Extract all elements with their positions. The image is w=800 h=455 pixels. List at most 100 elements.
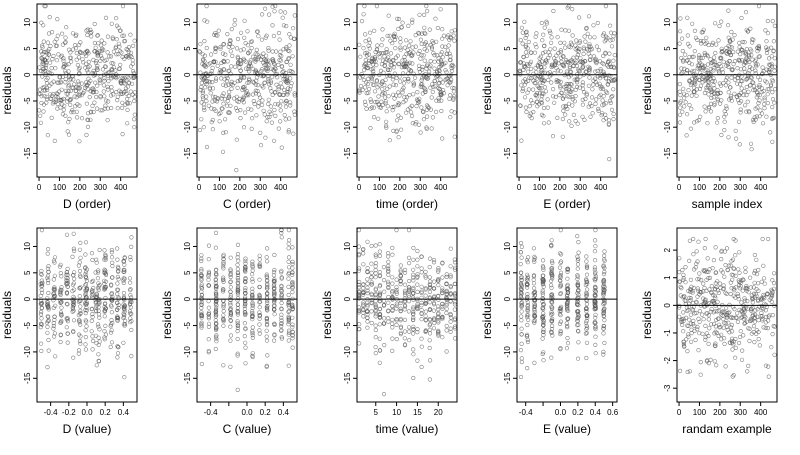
data-point [206, 316, 211, 321]
data-point [447, 51, 452, 56]
data-point [63, 80, 68, 85]
data-point [109, 340, 115, 345]
data-point [448, 34, 453, 40]
data-point [381, 321, 387, 326]
data-point [585, 31, 590, 36]
data-point [221, 41, 226, 47]
data-point [575, 52, 580, 58]
data-point [587, 35, 593, 40]
data-point [390, 325, 395, 330]
data-point [703, 41, 708, 47]
data-point [411, 315, 416, 320]
data-point [365, 277, 370, 282]
data-point [71, 246, 76, 251]
data-point [602, 73, 607, 78]
data-point [575, 356, 581, 361]
data-point [358, 75, 363, 80]
data-point [713, 309, 718, 314]
data-point [424, 66, 429, 71]
data-point [109, 66, 114, 72]
data-point [38, 113, 43, 118]
data-point [558, 330, 563, 335]
data-point [727, 330, 732, 335]
data-point [593, 97, 599, 102]
data-point [249, 126, 254, 131]
data-point [752, 280, 757, 285]
data-point [390, 289, 395, 294]
data-point [688, 277, 694, 283]
data-point [110, 275, 115, 280]
data-point [102, 329, 107, 334]
data-point [199, 293, 204, 298]
data-point [93, 270, 98, 275]
data-point [125, 121, 130, 126]
data-point [396, 16, 402, 22]
data-point [257, 310, 262, 315]
data-point [769, 299, 774, 305]
data-point [691, 236, 696, 242]
data-point [413, 122, 418, 127]
data-point [85, 32, 90, 38]
data-point [235, 296, 241, 301]
data-point [592, 265, 598, 270]
data-point [558, 79, 563, 84]
data-point [417, 69, 423, 74]
data-point [52, 314, 57, 319]
data-point [264, 328, 269, 333]
data-point [76, 55, 82, 60]
data-point [423, 328, 428, 333]
data-point [388, 51, 394, 56]
data-point [96, 287, 101, 292]
data-point [371, 66, 376, 71]
data-point [736, 297, 741, 302]
data-point [415, 98, 421, 103]
data-point [243, 286, 248, 291]
data-point [65, 276, 70, 281]
data-point [63, 69, 68, 74]
data-point [121, 259, 126, 264]
data-point [724, 75, 730, 80]
data-point [550, 94, 556, 99]
data-point [411, 291, 416, 296]
data-point [115, 246, 120, 251]
data-point [102, 78, 107, 83]
data-point [199, 80, 204, 86]
data-point [273, 102, 278, 107]
data-point [722, 341, 727, 347]
data-point [702, 78, 707, 83]
data-point [286, 255, 292, 260]
data-point [258, 143, 264, 148]
data-point [592, 35, 597, 40]
data-point [377, 307, 382, 312]
data-point [273, 66, 278, 71]
data-point [713, 270, 719, 275]
data-point [51, 334, 57, 339]
data-point [44, 97, 50, 102]
data-point [264, 119, 269, 124]
data-point [129, 235, 134, 240]
data-point [592, 258, 598, 263]
data-point [365, 303, 370, 308]
data-point [724, 311, 730, 316]
data-point [83, 282, 88, 287]
data-point [84, 288, 89, 293]
data-point [369, 320, 374, 326]
data-point [287, 32, 292, 37]
data-point [115, 344, 121, 350]
data-point [392, 71, 398, 76]
data-point [77, 65, 82, 70]
data-point [687, 54, 692, 60]
data-point [605, 82, 610, 87]
data-point [422, 46, 427, 52]
data-point [419, 254, 424, 259]
data-point [40, 45, 45, 50]
data-point [694, 249, 699, 254]
data-point [700, 29, 706, 35]
data-point [221, 252, 226, 257]
data-point [245, 80, 250, 85]
data-point [525, 62, 530, 67]
data-point [199, 100, 204, 105]
data-point [732, 307, 737, 312]
data-point [602, 306, 607, 311]
y-axis-label: residuals [0, 291, 14, 339]
